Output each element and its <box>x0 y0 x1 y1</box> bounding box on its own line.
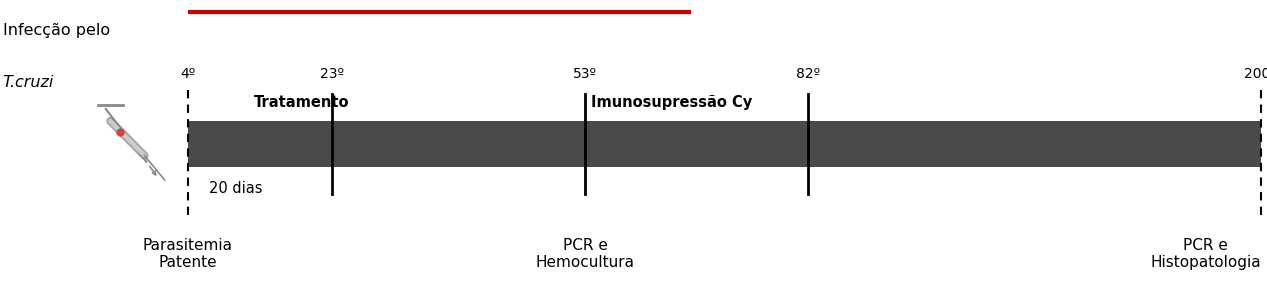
Text: 53º: 53º <box>574 67 597 81</box>
Text: 200º: 200º <box>1244 67 1267 81</box>
Text: Imunosupressão Cy: Imunosupressão Cy <box>590 95 753 110</box>
Bar <box>188 121 1261 167</box>
Text: PCR e
Hemocultura: PCR e Hemocultura <box>536 238 635 270</box>
Text: T.cruzi: T.cruzi <box>3 75 54 90</box>
Text: Parasitemia
Patente: Parasitemia Patente <box>142 238 233 270</box>
Text: Tratamento: Tratamento <box>253 95 348 110</box>
Text: 20 dias: 20 dias <box>209 181 262 196</box>
Text: PCR e
Histopatologia: PCR e Histopatologia <box>1150 238 1261 270</box>
Text: 4º: 4º <box>180 67 195 81</box>
Text: 23º: 23º <box>321 67 343 81</box>
Text: Infecção pelo: Infecção pelo <box>3 23 110 38</box>
Text: 82º: 82º <box>796 67 821 81</box>
